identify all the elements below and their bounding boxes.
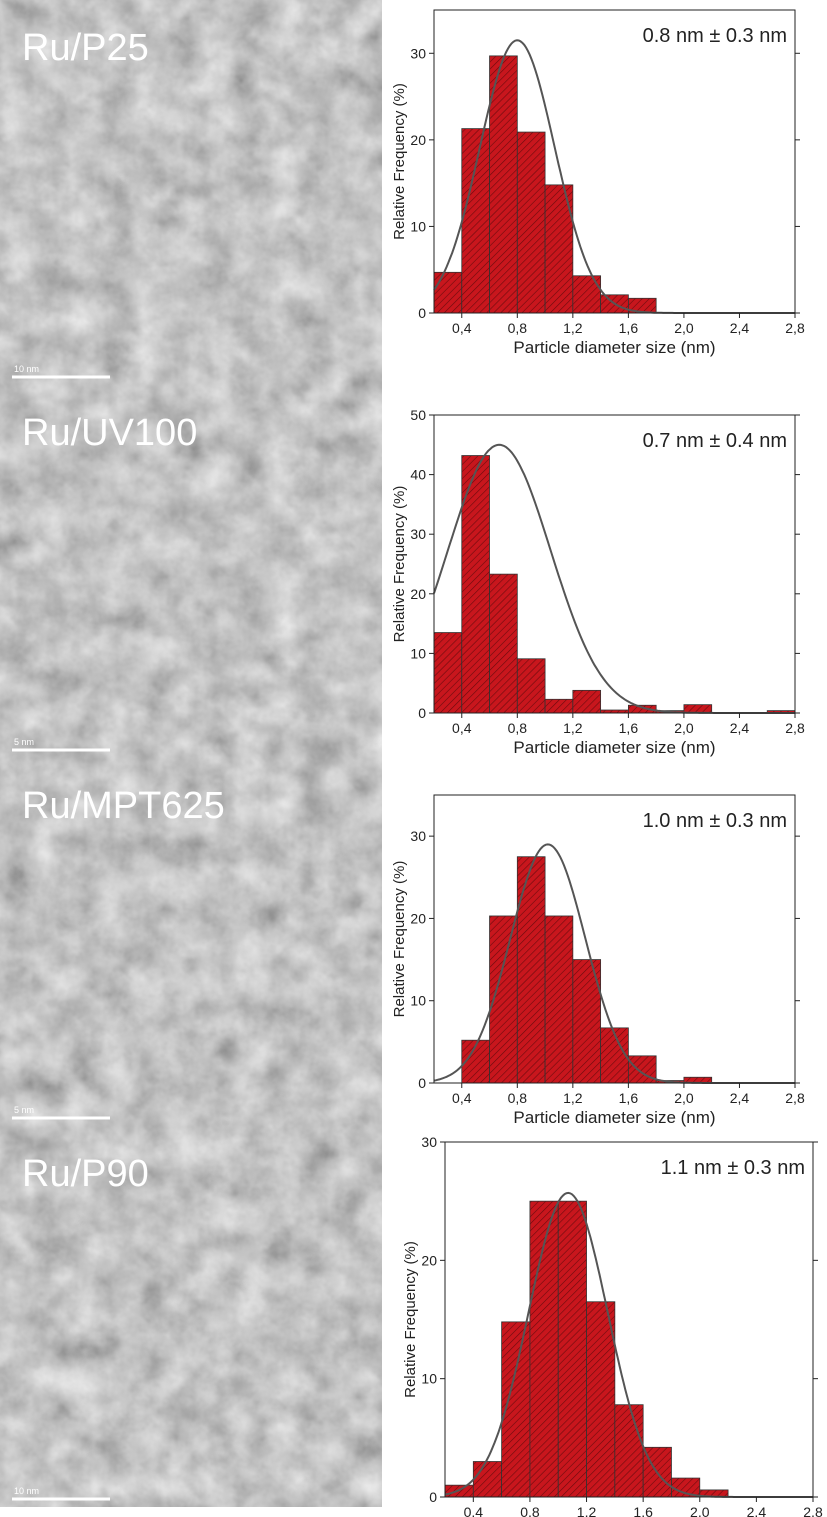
tem-image bbox=[0, 1126, 382, 1507]
annotation: 1.0 nm ± 0.3 nm bbox=[643, 810, 787, 832]
x-tick-label: 1,2 bbox=[577, 1504, 597, 1517]
y-tick-label: 20 bbox=[410, 132, 426, 148]
y-tick-label: 30 bbox=[421, 1134, 437, 1150]
x-tick-label: 0,8 bbox=[520, 1504, 540, 1517]
x-tick-label: 2,4 bbox=[747, 1504, 767, 1517]
image-label: Ru/P25 bbox=[22, 27, 149, 69]
bar bbox=[614, 1404, 644, 1498]
plot-frame bbox=[433, 9, 796, 314]
bar bbox=[461, 128, 490, 314]
x-tick-label: 1,2 bbox=[563, 720, 583, 736]
x-tick-label: 2,0 bbox=[690, 1504, 710, 1517]
y-tick-label: 0 bbox=[418, 1075, 426, 1091]
x-tick-label: 0,4 bbox=[452, 1090, 472, 1106]
y-axis-label: Relative Frequency (%) bbox=[402, 1241, 419, 1398]
plot-frame bbox=[444, 1141, 814, 1498]
x-tick-label: 1,6 bbox=[633, 1504, 653, 1517]
x-tick-label: 0,4 bbox=[464, 1504, 484, 1517]
y-tick-label: 40 bbox=[410, 467, 426, 483]
x-tick-label: 2,8 bbox=[803, 1504, 823, 1517]
y-tick-label: 30 bbox=[410, 45, 426, 61]
bar bbox=[529, 1200, 559, 1498]
x-tick-label: 0,8 bbox=[508, 1090, 528, 1106]
y-axis-label: Relative Frequency (%) bbox=[391, 861, 408, 1018]
bar bbox=[600, 1027, 629, 1084]
y-tick-label: 10 bbox=[410, 993, 426, 1009]
y-tick-label: 20 bbox=[421, 1252, 437, 1268]
bar bbox=[544, 698, 574, 714]
x-tick-label: 1,2 bbox=[563, 320, 583, 336]
plot-frame bbox=[433, 414, 796, 714]
y-tick-label: 10 bbox=[410, 218, 426, 234]
bar bbox=[433, 632, 463, 714]
bar bbox=[557, 1200, 587, 1498]
image-label: Ru/P90 bbox=[22, 1153, 149, 1195]
tem-image bbox=[0, 0, 382, 385]
y-tick-label: 0 bbox=[418, 705, 426, 721]
x-tick-label: 1,6 bbox=[619, 1090, 639, 1106]
x-tick-label: 2,8 bbox=[785, 720, 805, 736]
x-tick-label: 0,8 bbox=[508, 720, 528, 736]
x-tick-label: 0,8 bbox=[508, 320, 528, 336]
bar bbox=[489, 573, 518, 714]
x-axis-label: Particle diameter size (nm) bbox=[513, 738, 715, 757]
y-tick-label: 20 bbox=[410, 586, 426, 602]
x-axis-label: Particle diameter size (nm) bbox=[513, 338, 715, 357]
image-label: Ru/MPT625 bbox=[22, 785, 225, 827]
x-tick-label: 0,4 bbox=[452, 320, 472, 336]
x-tick-label: 2,0 bbox=[674, 720, 694, 736]
scale-bar-label: 5 nm bbox=[14, 737, 34, 747]
y-tick-label: 50 bbox=[410, 407, 426, 423]
y-axis-label: Relative Frequency (%) bbox=[391, 486, 408, 643]
plot-frame bbox=[433, 794, 796, 1084]
bar bbox=[516, 658, 546, 714]
bar bbox=[544, 915, 574, 1084]
x-tick-label: 2,0 bbox=[674, 1090, 694, 1106]
x-tick-label: 2,8 bbox=[785, 1090, 805, 1106]
y-tick-label: 10 bbox=[421, 1371, 437, 1387]
y-tick-label: 30 bbox=[410, 526, 426, 542]
image-label: Ru/UV100 bbox=[22, 412, 197, 454]
scale-bar-label: 10 nm bbox=[14, 364, 39, 374]
tem-image bbox=[0, 758, 382, 1126]
annotation: 0.7 nm ± 0.4 nm bbox=[643, 430, 787, 452]
bar bbox=[516, 131, 546, 314]
y-tick-label: 30 bbox=[410, 828, 426, 844]
bar bbox=[472, 1461, 503, 1498]
y-tick-label: 0 bbox=[418, 305, 426, 321]
scale-bar-label: 10 nm bbox=[14, 1486, 39, 1496]
annotation: 0.8 nm ± 0.3 nm bbox=[643, 25, 787, 47]
tem-image bbox=[0, 385, 382, 758]
x-tick-label: 2,4 bbox=[730, 320, 750, 336]
bar bbox=[586, 1301, 616, 1498]
bar bbox=[461, 455, 490, 714]
x-tick-label: 2,8 bbox=[785, 320, 805, 336]
annotation: 1.1 nm ± 0.3 nm bbox=[661, 1157, 805, 1179]
x-tick-label: 0,4 bbox=[452, 720, 472, 736]
x-axis-label: Particle diameter size (nm) bbox=[513, 1108, 715, 1127]
x-tick-label: 2,4 bbox=[730, 1090, 750, 1106]
bar bbox=[433, 271, 463, 314]
y-axis-label: Relative Frequency (%) bbox=[391, 83, 408, 240]
x-tick-label: 1,6 bbox=[619, 320, 639, 336]
bar bbox=[572, 275, 602, 314]
y-tick-label: 10 bbox=[410, 645, 426, 661]
bar bbox=[572, 689, 602, 714]
bar bbox=[516, 856, 546, 1084]
y-tick-label: 0 bbox=[429, 1489, 437, 1505]
x-tick-label: 2,4 bbox=[730, 720, 750, 736]
x-tick-label: 1,2 bbox=[563, 1090, 583, 1106]
x-tick-label: 1,6 bbox=[619, 720, 639, 736]
bar bbox=[489, 55, 518, 314]
x-tick-label: 2,0 bbox=[674, 320, 694, 336]
scale-bar-label: 5 nm bbox=[14, 1105, 34, 1115]
y-tick-label: 20 bbox=[410, 910, 426, 926]
